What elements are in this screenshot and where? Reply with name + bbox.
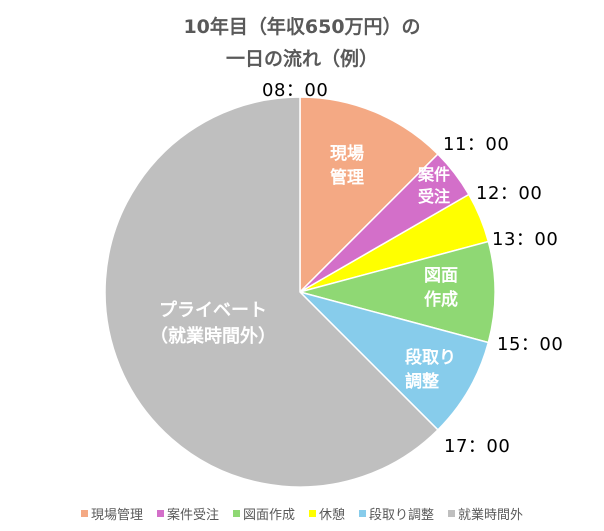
slice-label-genba: 現場 管理 bbox=[330, 144, 364, 188]
slice-label-private: プライベート （就業時間外） bbox=[150, 300, 276, 347]
legend-item-zumen: 図面作成 bbox=[232, 504, 295, 523]
legend-swatch bbox=[156, 510, 164, 517]
legend-swatch bbox=[448, 510, 456, 517]
time-label-1500: 15：00 bbox=[497, 334, 564, 355]
time-label-1100: 11：00 bbox=[443, 134, 510, 155]
legend: 現場管理 案件受注 図面作成 休憩 段取り調整 就業時間外 bbox=[0, 504, 604, 523]
slice-genba bbox=[299, 96, 439, 294]
legend-item-kyukei: 休憩 bbox=[309, 504, 345, 523]
time-label-0800: 08：00 bbox=[262, 80, 329, 101]
legend-item-dandori: 段取り調整 bbox=[359, 504, 434, 523]
legend-swatch bbox=[309, 510, 316, 517]
slice-dandori bbox=[297, 290, 490, 431]
chart-title-line2: 一日の流れ（例） bbox=[225, 48, 378, 70]
legend-swatch bbox=[232, 510, 240, 517]
legend-item-anken: 案件受注 bbox=[156, 504, 219, 523]
time-label-1200: 12：00 bbox=[476, 183, 543, 204]
chart-title-line1: 10年目（年収650万円）の bbox=[183, 16, 421, 38]
legend-swatch bbox=[80, 510, 88, 517]
slice-private bbox=[104, 96, 439, 488]
legend-item-genba: 現場管理 bbox=[80, 504, 143, 523]
legend-swatch bbox=[359, 510, 367, 517]
slice-label-zumen: 図面 作成 bbox=[424, 266, 458, 310]
time-label-1300: 13：00 bbox=[492, 229, 559, 250]
slice-zumen bbox=[297, 240, 496, 344]
slice-label-dandori: 段取り 調整 bbox=[405, 348, 456, 392]
slice-label-anken: 案件 受注 bbox=[418, 165, 451, 206]
legend-item-private: 就業時間外 bbox=[448, 504, 523, 523]
time-label-1700: 17：00 bbox=[444, 436, 511, 457]
